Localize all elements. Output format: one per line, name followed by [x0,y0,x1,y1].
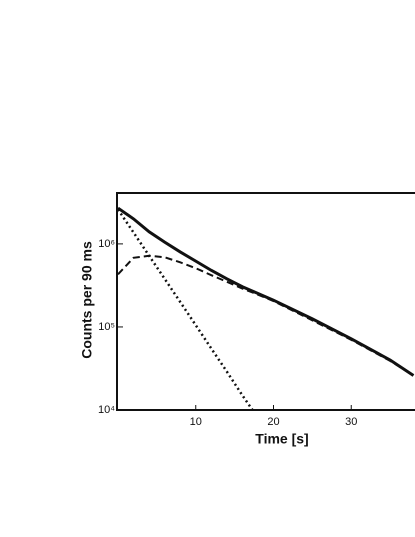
x-tick-label: 30 [345,416,357,428]
y-tick-label: 10⁶ [98,238,115,250]
y-tick-label: 10⁵ [98,321,115,333]
series-line [118,206,415,377]
y-axis-title: Counts per 90 ms [79,241,95,359]
series-line [118,208,254,410]
y-tick-label: 10⁴ [98,404,115,416]
x-tick-label: 20 [267,416,279,428]
series-line [118,254,414,377]
axis-frame [116,192,415,411]
x-tick-label: 10 [190,416,202,428]
x-axis-title: Time [s] [255,431,308,447]
